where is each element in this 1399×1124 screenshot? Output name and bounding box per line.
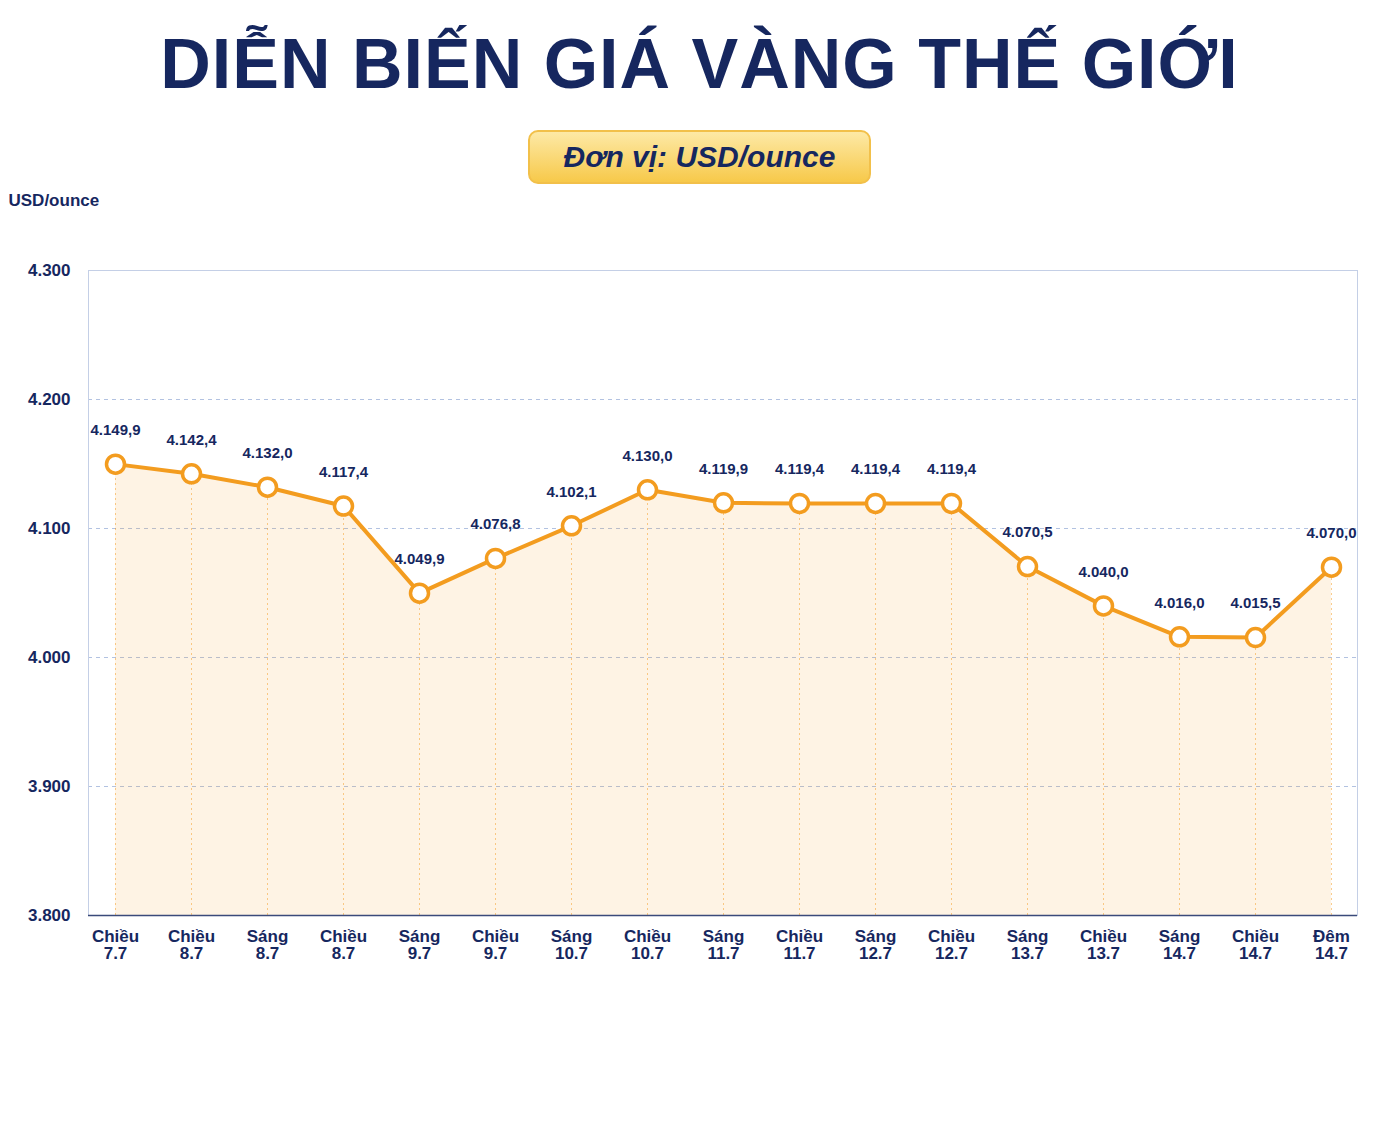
svg-text:4.119,4: 4.119,4 (851, 460, 901, 477)
svg-text:Chiều9.7: Chiều9.7 (472, 927, 519, 963)
svg-text:Sáng13.7: Sáng13.7 (1007, 927, 1049, 963)
svg-text:Chiều8.7: Chiều8.7 (320, 927, 367, 963)
svg-text:4.200: 4.200 (28, 390, 71, 409)
svg-text:Sáng10.7: Sáng10.7 (551, 927, 593, 963)
svg-text:4.300: 4.300 (28, 261, 71, 280)
svg-text:4.015,5: 4.015,5 (1230, 594, 1280, 611)
svg-text:Sáng14.7: Sáng14.7 (1159, 927, 1201, 963)
svg-text:4.119,9: 4.119,9 (699, 460, 748, 477)
svg-text:Chiều8.7: Chiều8.7 (168, 927, 215, 963)
svg-text:4.102,1: 4.102,1 (546, 483, 596, 500)
svg-text:Đêm14.7: Đêm14.7 (1313, 927, 1350, 963)
svg-text:4.049,9: 4.049,9 (394, 550, 444, 567)
svg-text:4.149,9: 4.149,9 (90, 421, 140, 438)
svg-text:4.016,0: 4.016,0 (1154, 594, 1204, 611)
svg-text:4.100: 4.100 (28, 519, 71, 538)
svg-text:4.119,4: 4.119,4 (927, 460, 977, 477)
svg-text:4.000: 4.000 (28, 648, 71, 667)
svg-text:4.130,0: 4.130,0 (622, 447, 672, 464)
svg-text:4.119,4: 4.119,4 (775, 460, 825, 477)
svg-text:Sáng8.7: Sáng8.7 (247, 927, 289, 963)
svg-text:Chiều12.7: Chiều12.7 (928, 927, 975, 963)
svg-text:4.076,8: 4.076,8 (470, 515, 520, 532)
svg-text:4.070,5: 4.070,5 (1002, 523, 1052, 540)
svg-text:4.142,4: 4.142,4 (166, 431, 217, 448)
svg-text:Chiều14.7: Chiều14.7 (1232, 927, 1279, 963)
svg-text:Sáng9.7: Sáng9.7 (399, 927, 441, 963)
svg-text:4.070,0: 4.070,0 (1306, 524, 1356, 541)
svg-text:USD/ounce: USD/ounce (9, 191, 100, 210)
html-text:Đơn vị: USD/ounce: Đơn vị: USD/ounce (563, 140, 836, 173)
svg-text:4.132,0: 4.132,0 (242, 444, 292, 461)
svg-text:4.117,4: 4.117,4 (319, 463, 369, 480)
svg-text:Chiều10.7: Chiều10.7 (624, 927, 671, 963)
html-text:DIỄN BIẾN GIÁ VÀNG THẾ GIỚI: DIỄN BIẾN GIÁ VÀNG THẾ GIỚI (160, 25, 1239, 103)
svg-text:Sáng11.7: Sáng11.7 (703, 927, 745, 963)
svg-text:Sáng12.7: Sáng12.7 (855, 927, 897, 963)
svg-text:4.040,0: 4.040,0 (1078, 563, 1128, 580)
svg-text:Chiều13.7: Chiều13.7 (1080, 927, 1127, 963)
svg-text:3.800: 3.800 (28, 906, 71, 925)
svg-text:Chiều11.7: Chiều11.7 (776, 927, 823, 963)
svg-text:Chiều7.7: Chiều7.7 (92, 927, 139, 963)
svg-text:3.900: 3.900 (28, 777, 71, 796)
